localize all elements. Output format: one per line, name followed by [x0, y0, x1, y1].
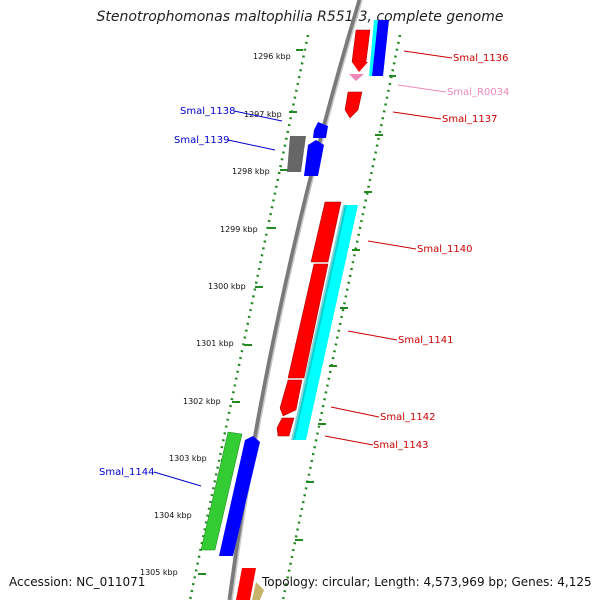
gene-label[interactable]: Smal_1139	[174, 135, 229, 146]
gene-smal-1137[interactable]	[344, 91, 363, 119]
gene-label[interactable]: Smal_1137	[442, 114, 497, 125]
gene-label[interactable]: Smal_1140	[417, 244, 472, 255]
outer-dotted-track	[281, 34, 402, 600]
scale-label: 1303 kbp	[169, 454, 207, 463]
scale-label: 1297 kbp	[244, 110, 282, 119]
gene-smal-1138[interactable]	[313, 122, 328, 138]
gene-bottom-features[interactable]	[236, 568, 264, 600]
scale-label: 1304 kbp	[154, 511, 192, 520]
accession-text: Accession: NC_011071	[9, 575, 146, 589]
gene-label[interactable]: Smal_1142	[380, 412, 435, 423]
gene-label[interactable]: Smal_1143	[373, 440, 428, 451]
gene-label[interactable]: Smal_1136	[453, 53, 508, 64]
gene-smal-1144[interactable]	[200, 431, 260, 556]
gene-smal-1139[interactable]	[287, 136, 324, 176]
scale-label: 1305 kbp	[140, 568, 178, 577]
gene-smal-1142[interactable]	[279, 379, 303, 417]
scale-label: 1298 kbp	[232, 167, 270, 176]
gene-label[interactable]: Smal_1138	[180, 106, 235, 117]
scale-label: 1300 kbp	[208, 282, 246, 291]
topology-text: Topology: circular; Length: 4,573,969 bp…	[262, 575, 592, 589]
gene-label[interactable]: Smal_1144	[99, 467, 154, 478]
scale-label: 1302 kbp	[183, 397, 221, 406]
gene-label[interactable]: Smal_R0034	[447, 87, 509, 98]
inner-dotted-track	[188, 34, 310, 600]
gene-smal-1136[interactable]	[351, 20, 389, 76]
genome-backbone-highlight	[231, 0, 363, 600]
gene-smal-1140[interactable]	[310, 201, 342, 263]
outer-ticks	[295, 75, 396, 541]
scale-label: 1301 kbp	[196, 339, 234, 348]
gc-skew-band	[291, 205, 358, 440]
gene-smal-r0034[interactable]	[349, 74, 364, 81]
leader-lines	[153, 50, 453, 487]
genome-backbone	[227, 0, 363, 600]
gene-smal-1141[interactable]	[287, 263, 329, 379]
scale-label: 1296 kbp	[253, 52, 291, 61]
scale-label: 1299 kbp	[220, 225, 258, 234]
genome-title: Stenotrophomonas maltophilia R551-3, com…	[96, 9, 504, 25]
gene-label[interactable]: Smal_1141	[398, 335, 453, 346]
gene-smal-1143[interactable]	[276, 417, 295, 437]
